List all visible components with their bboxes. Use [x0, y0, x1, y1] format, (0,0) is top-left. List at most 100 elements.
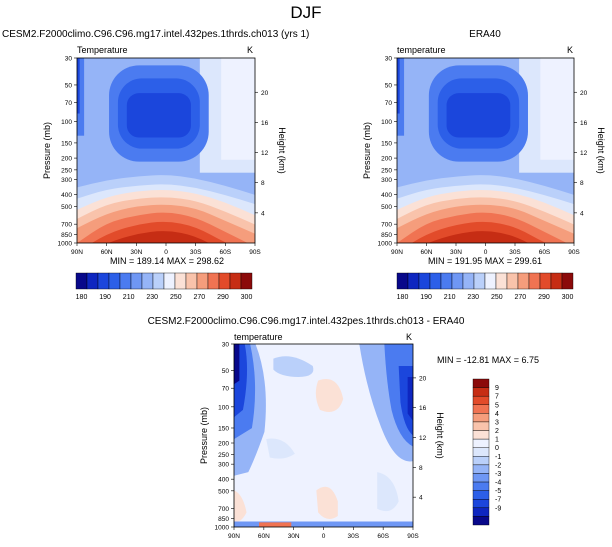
diff-colorbar-swatch: [472, 387, 490, 397]
colorbar-swatch: [539, 272, 552, 290]
colorbar-label: 190: [420, 294, 432, 301]
y-tick-label: 30: [385, 56, 393, 63]
y-tick-label: 700: [61, 222, 72, 229]
y-right-tick-label: 4: [419, 495, 423, 502]
panel-title-diff: CESM2.F2000climo.C96.C96.mg17.intel.432p…: [147, 316, 465, 327]
y-right-tick-label: 20: [580, 90, 588, 97]
y-tick-label: 250: [381, 167, 392, 174]
diff-colorbar-label: 1: [495, 437, 499, 444]
colorbar-swatch: [86, 272, 99, 290]
stats-obs: MIN = 191.95 MAX = 299.61: [427, 256, 543, 266]
y-right-tick-label: 4: [580, 210, 584, 217]
temp-band-190: [77, 58, 80, 114]
y-right-tick-label: 8: [580, 180, 584, 187]
colorbar-swatch: [163, 272, 176, 290]
panel-left-label-obs: temperature: [397, 45, 446, 55]
y-right-tick-label: 16: [261, 120, 269, 127]
temp-layer-7: [108, 231, 209, 243]
colorbar-swatch: [229, 272, 242, 290]
x-tick-label: 30N: [450, 249, 462, 256]
stats-model: MIN = 189.14 MAX = 298.62: [109, 256, 225, 266]
diff-colorbar-label: 7: [495, 394, 499, 401]
colorbar-swatch: [218, 272, 231, 290]
diff-colorbar-swatch: [472, 447, 490, 457]
temperature-field-model: [77, 58, 255, 243]
colorbar-swatch: [174, 272, 187, 290]
colorbar-label: 250: [170, 294, 182, 301]
x-tick-label: 60S: [377, 533, 389, 540]
y-right-tick-label: 16: [419, 405, 427, 412]
y-axis-label: Pressure (mb): [362, 122, 372, 179]
y-tick-label: 100: [381, 119, 392, 126]
y-tick-label: 30: [65, 56, 73, 63]
x-tick-label: 90N: [391, 249, 403, 256]
difference-field: [234, 344, 413, 527]
colorbar-label: 210: [444, 294, 456, 301]
temp-band-195: [77, 58, 85, 136]
y-right-tick-label: 20: [261, 90, 269, 97]
colorbar-swatch: [451, 272, 464, 290]
temp-cold-core-3: [446, 93, 511, 138]
diff-colorbar-swatch: [472, 413, 490, 423]
colorbar-swatch: [517, 272, 530, 290]
x-tick-label: 60S: [539, 249, 551, 256]
colorbar-swatch: [152, 272, 165, 290]
temp-band-195: [397, 58, 405, 136]
y-right-tick-label: 8: [261, 180, 265, 187]
diff-region-13: [377, 472, 399, 512]
page-title: DJF: [290, 3, 322, 22]
y-tick-label: 200: [381, 156, 392, 163]
y-axis-label-right: Height (km): [435, 412, 445, 459]
y-axis-label-right: Height (km): [596, 127, 606, 174]
colorbar-swatch: [108, 272, 121, 290]
panel-title-model: CESM2.F2000climo.C96.C96.mg17.intel.432p…: [2, 29, 310, 40]
diff-region-9: [315, 378, 344, 412]
diff-colorbar-swatch: [472, 481, 490, 491]
colorbar-swatch: [440, 272, 453, 290]
colorbar-swatch: [207, 272, 220, 290]
x-tick-label: 30S: [509, 249, 521, 256]
y-tick-label: 400: [61, 192, 72, 199]
colorbar-label: 180: [397, 294, 409, 301]
x-tick-label: 60S: [220, 249, 232, 256]
colorbar-swatch: [418, 272, 431, 290]
diff-colorbar-swatch: [472, 404, 490, 414]
diff-colorbar-swatch: [472, 456, 490, 466]
diff-colorbar-label: 9: [495, 385, 499, 392]
diff-colorbar-label: 3: [495, 419, 499, 426]
diff-colorbar-label: 4: [495, 411, 499, 418]
y-tick-label: 300: [218, 462, 229, 469]
temp-band-235: [540, 58, 574, 160]
diff-region-10: [266, 438, 295, 459]
colorbar-label: 230: [467, 294, 479, 301]
y-tick-label: 850: [381, 232, 392, 239]
x-tick-label: 90N: [228, 533, 240, 540]
y-tick-label: 400: [381, 192, 392, 199]
y-axis-label-right: Height (km): [277, 127, 287, 174]
y-tick-label: 1000: [58, 241, 73, 248]
diff-region-15: [259, 522, 292, 527]
colorbar-swatch: [119, 272, 132, 290]
y-tick-label: 150: [381, 140, 392, 147]
colorbar-swatch: [506, 272, 519, 290]
diff-region-3: [234, 344, 240, 385]
colorbar-label: 290: [538, 294, 550, 301]
colorbar-swatch: [97, 272, 110, 290]
x-tick-label: 60N: [421, 249, 433, 256]
diff-colorbar-label: -1: [495, 454, 501, 461]
y-tick-label: 700: [218, 506, 229, 513]
colorbar-label: 180: [76, 294, 88, 301]
y-axis-label: Pressure (mb): [199, 407, 209, 464]
diff-colorbar-swatch: [472, 490, 490, 500]
diff-region-11: [316, 486, 338, 519]
colorbar-label: 270: [515, 294, 527, 301]
x-tick-label: 30S: [190, 249, 202, 256]
y-tick-label: 200: [61, 156, 72, 163]
y-axis-label: Pressure (mb): [42, 122, 52, 179]
y-tick-label: 70: [65, 100, 73, 107]
panel-unit-label-model: K: [247, 45, 254, 55]
colorbar-label: 300: [562, 294, 574, 301]
diff-colorbar-label: 0: [495, 445, 499, 452]
colorbar-swatch: [185, 272, 198, 290]
x-tick-label: 0: [484, 249, 488, 256]
